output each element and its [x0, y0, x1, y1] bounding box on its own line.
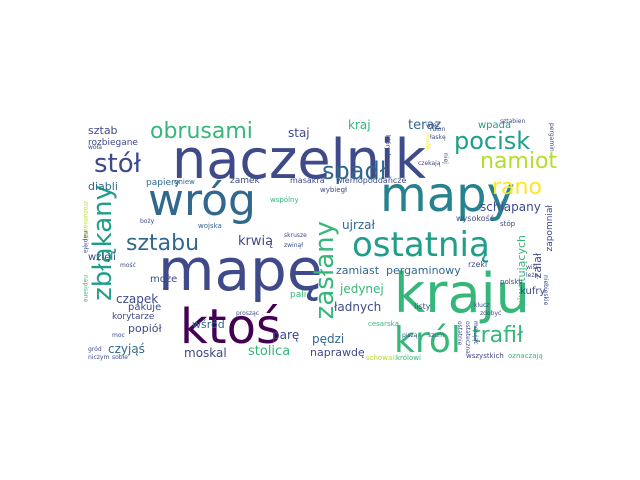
cloud-word: łaskę: [430, 134, 446, 141]
cloud-word: ktoś: [180, 299, 281, 355]
cloud-word: pakuje: [128, 302, 162, 313]
cloud-word: wojska: [198, 222, 222, 230]
cloud-word: wpada: [478, 120, 512, 131]
cloud-word: rano: [492, 175, 542, 200]
cloud-word: kufry: [520, 286, 546, 297]
cloud-word: niczym: [88, 354, 110, 361]
cloud-word: sztabu: [126, 231, 200, 256]
cloud-word: napisane: [82, 275, 89, 303]
cloud-word: ruion: [430, 126, 446, 133]
cloud-word: ostatnie: [456, 321, 463, 346]
cloud-word: diabli: [88, 180, 118, 193]
cloud-word: rzeki: [468, 260, 488, 269]
cloud-word: kraj: [348, 118, 371, 132]
cloud-word: moskal: [184, 346, 227, 360]
cloud-word: naprawdę: [310, 346, 365, 359]
cloud-word: boży: [140, 218, 155, 225]
cloud-word: król: [394, 320, 461, 361]
cloud-word: pędzi: [312, 332, 345, 346]
cloud-word: jedynej: [340, 282, 384, 296]
word-cloud: naczelnik mapę wróg mapy kraju ktoś osta…: [80, 115, 560, 365]
cloud-word: kraju: [394, 262, 530, 325]
cloud-word: gród: [88, 346, 102, 353]
cloud-word: wiernopoddańcze: [336, 176, 407, 185]
cloud-word: czekają: [418, 160, 441, 167]
cloud-word: zamek: [230, 176, 260, 186]
cloud-word: cesarską: [368, 320, 399, 328]
cloud-word: pocisk: [454, 127, 531, 155]
cloud-word: pali: [290, 290, 307, 300]
cloud-word: sobie: [112, 354, 128, 361]
cloud-word: ostatnią: [352, 225, 490, 265]
cloud-word: listy: [414, 302, 431, 311]
cloud-word: piszą: [402, 332, 418, 339]
cloud-word: skrusze: [284, 232, 307, 239]
cloud-word: mapy: [380, 167, 516, 223]
cloud-word: pergamin: [548, 123, 555, 152]
cloud-word: pergaminowy: [386, 264, 461, 277]
cloud-word: naczelnik: [172, 128, 427, 191]
cloud-word: woła: [88, 144, 102, 151]
cloud-word: ujrzał: [342, 218, 375, 232]
cloud-word: niej: [442, 153, 449, 164]
cloud-word: zwinął: [284, 242, 303, 249]
cloud-word: zrozumiawali: [82, 201, 89, 241]
cloud-word: prosząc: [236, 310, 260, 317]
cloud-word: leżą: [526, 272, 539, 279]
cloud-word: wzięli: [88, 252, 116, 263]
cloud-word: klucz: [474, 302, 490, 309]
cloud-word: wśród: [192, 318, 225, 331]
cloud-word: stół: [94, 149, 142, 179]
cloud-word: moc: [112, 332, 125, 339]
cloud-word: wisi: [526, 264, 538, 271]
cloud-word: papiery: [146, 178, 181, 188]
cloud-word: teraz: [408, 118, 442, 133]
cloud-word: wszystkich: [466, 352, 504, 360]
cloud-word: masakra: [290, 176, 325, 185]
cloud-word: spadł: [322, 157, 387, 185]
cloud-word: może: [424, 133, 431, 150]
cloud-word: zdobyć: [480, 310, 502, 317]
cloud-word: rozbiegane: [88, 138, 138, 148]
cloud-word: schlapany: [480, 200, 541, 214]
cloud-word: zamiast: [336, 264, 380, 277]
cloud-word: wspólny: [270, 196, 299, 204]
cloud-word: mołując: [472, 321, 479, 345]
cloud-word: staj: [288, 126, 310, 140]
cloud-word: ładnych: [334, 300, 382, 314]
cloud-word: królowi: [396, 354, 421, 362]
cloud-word: których: [384, 135, 391, 158]
cloud-word: gniew: [174, 178, 195, 186]
cloud-word: zbłąkany: [88, 185, 118, 301]
cloud-word: więc: [426, 122, 440, 129]
cloud-word: zapomniał: [545, 205, 555, 252]
cloud-word: polskę: [500, 278, 523, 286]
cloud-word: czapek: [116, 292, 159, 306]
cloud-word: wróg: [148, 175, 256, 226]
cloud-word: popiół: [128, 322, 162, 335]
cloud-word: mość: [120, 262, 136, 269]
cloud-word: mapę: [158, 236, 323, 304]
cloud-word: obrusami: [150, 119, 253, 144]
cloud-word: sztabien: [500, 118, 526, 125]
cloud-word: napięła: [82, 231, 89, 254]
cloud-word: może: [150, 274, 178, 285]
cloud-word: trafił: [472, 323, 524, 348]
cloud-word: krwią: [238, 234, 274, 249]
cloud-word: sztab: [88, 124, 118, 137]
cloud-word: szum: [428, 332, 444, 339]
cloud-word: ostateczna: [464, 321, 471, 354]
cloud-word: stóp: [500, 220, 516, 228]
cloud-word: parę: [272, 328, 300, 342]
cloud-word: niebieskie: [542, 275, 549, 306]
cloud-word: namiot: [480, 149, 558, 174]
cloud-word: stolica: [248, 344, 291, 359]
cloud-word: oznaczają: [508, 352, 543, 360]
cloud-word: korytarze: [112, 312, 155, 322]
cloud-word: schowali: [366, 354, 397, 362]
cloud-word: wysokość: [456, 214, 495, 223]
cloud-word: wybiegł: [320, 186, 347, 194]
cloud-word: czyjąś: [108, 342, 145, 356]
